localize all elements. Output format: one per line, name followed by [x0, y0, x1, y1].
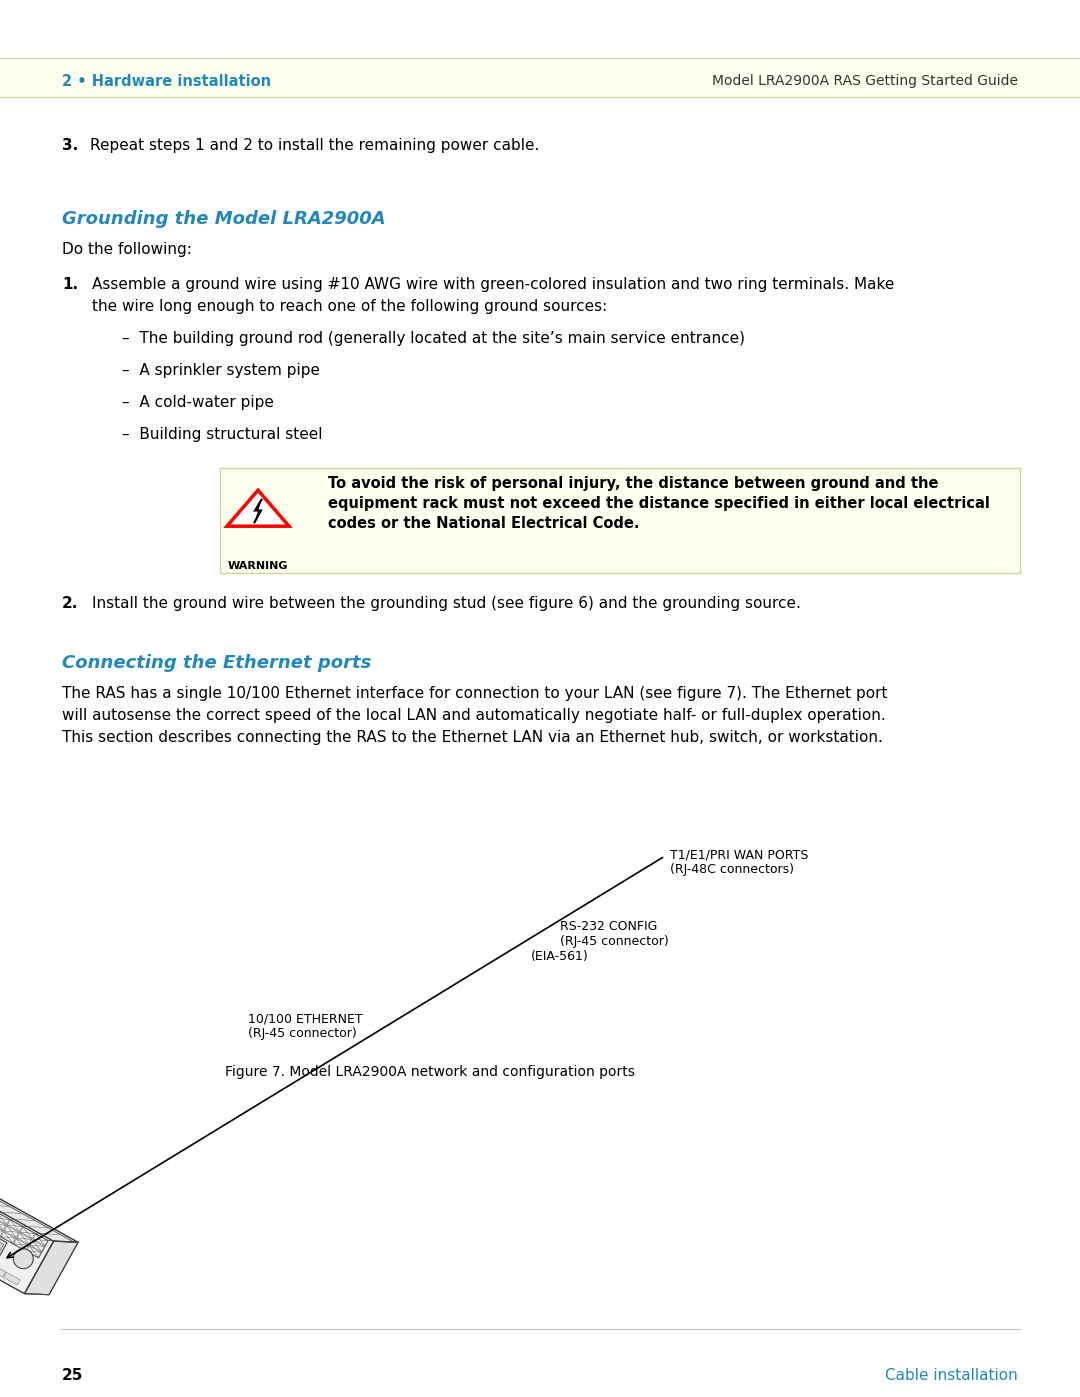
- Text: 1.: 1.: [62, 277, 78, 292]
- Text: RS-232 CONFIG: RS-232 CONFIG: [561, 921, 658, 933]
- Text: –  A sprinkler system pipe: – A sprinkler system pipe: [122, 363, 320, 379]
- Text: Connecting the Ethernet ports: Connecting the Ethernet ports: [62, 654, 372, 672]
- Polygon shape: [25, 1241, 78, 1295]
- Text: Figure 7. Model LRA2900A network and configuration ports: Figure 7. Model LRA2900A network and con…: [225, 1065, 635, 1078]
- Polygon shape: [32, 1234, 48, 1246]
- Polygon shape: [0, 1225, 3, 1236]
- Text: equipment rack must not exceed the distance specified in either local electrical: equipment rack must not exceed the dista…: [328, 496, 990, 511]
- Text: (RJ-45 connector): (RJ-45 connector): [248, 1027, 356, 1039]
- Text: 3.: 3.: [62, 138, 78, 154]
- Text: Do the following:: Do the following:: [62, 242, 192, 257]
- Text: Model LRA2900A RAS Getting Started Guide: Model LRA2900A RAS Getting Started Guide: [712, 74, 1018, 88]
- Text: Cable installation: Cable installation: [886, 1368, 1018, 1383]
- Polygon shape: [3, 1273, 21, 1285]
- Text: codes or the National Electrical Code.: codes or the National Electrical Code.: [328, 515, 639, 531]
- Polygon shape: [0, 989, 78, 1242]
- Polygon shape: [29, 1241, 44, 1252]
- Text: Install the ground wire between the grounding stud (see figure 6) and the ground: Install the ground wire between the grou…: [92, 597, 801, 610]
- Text: will autosense the correct speed of the local LAN and automatically negotiate ha: will autosense the correct speed of the …: [62, 708, 886, 724]
- Polygon shape: [0, 1150, 3, 1250]
- Text: Assemble a ground wire using #10 AWG wire with green-colored insulation and two : Assemble a ground wire using #10 AWG wir…: [92, 277, 894, 292]
- Text: 10/100 ETHERNET: 10/100 ETHERNET: [248, 1011, 363, 1025]
- Text: 2.: 2.: [62, 597, 79, 610]
- Polygon shape: [0, 1213, 10, 1225]
- Polygon shape: [0, 1147, 6, 1273]
- Polygon shape: [17, 1234, 31, 1245]
- Polygon shape: [13, 1249, 33, 1268]
- Polygon shape: [254, 499, 262, 524]
- Text: The RAS has a single 10/100 Ethernet interface for connection to your LAN (see f: The RAS has a single 10/100 Ethernet int…: [62, 686, 888, 701]
- Text: (EIA-561): (EIA-561): [531, 950, 589, 963]
- Text: (RJ-45 connector): (RJ-45 connector): [561, 935, 669, 949]
- Polygon shape: [0, 1264, 5, 1277]
- Polygon shape: [14, 1239, 28, 1250]
- Text: This section describes connecting the RAS to the Ethernet LAN via an Ethernet hu: This section describes connecting the RA…: [62, 731, 882, 745]
- Polygon shape: [21, 1227, 35, 1239]
- Text: To avoid the risk of personal injury, the distance between ground and the: To avoid the risk of personal injury, th…: [328, 476, 939, 490]
- Text: Repeat steps 1 and 2 to install the remaining power cable.: Repeat steps 1 and 2 to install the rema…: [90, 138, 539, 154]
- Polygon shape: [4, 1225, 18, 1238]
- Polygon shape: [27, 1246, 41, 1257]
- Polygon shape: [227, 490, 289, 527]
- Text: –  A cold-water pipe: – A cold-water pipe: [122, 395, 274, 409]
- Text: T1/E1/PRI WAN PORTS: T1/E1/PRI WAN PORTS: [670, 848, 808, 861]
- Text: WARNING: WARNING: [228, 562, 288, 571]
- Text: 2 • Hardware installation: 2 • Hardware installation: [62, 74, 271, 89]
- Text: –  Building structural steel: – Building structural steel: [122, 427, 323, 441]
- Polygon shape: [8, 1220, 22, 1232]
- FancyBboxPatch shape: [220, 468, 1020, 573]
- FancyBboxPatch shape: [0, 59, 1080, 96]
- Text: (RJ-48C connectors): (RJ-48C connectors): [670, 863, 794, 876]
- Polygon shape: [1, 1232, 15, 1243]
- Text: Grounding the Model LRA2900A: Grounding the Model LRA2900A: [62, 210, 386, 228]
- Polygon shape: [0, 989, 54, 1294]
- Text: 25: 25: [62, 1368, 83, 1383]
- Text: the wire long enough to reach one of the following ground sources:: the wire long enough to reach one of the…: [92, 299, 607, 314]
- Polygon shape: [0, 1218, 6, 1231]
- Polygon shape: [0, 993, 72, 1242]
- Text: –  The building ground rod (generally located at the site’s main service entranc: – The building ground rod (generally loc…: [122, 331, 745, 346]
- Polygon shape: [0, 993, 49, 1259]
